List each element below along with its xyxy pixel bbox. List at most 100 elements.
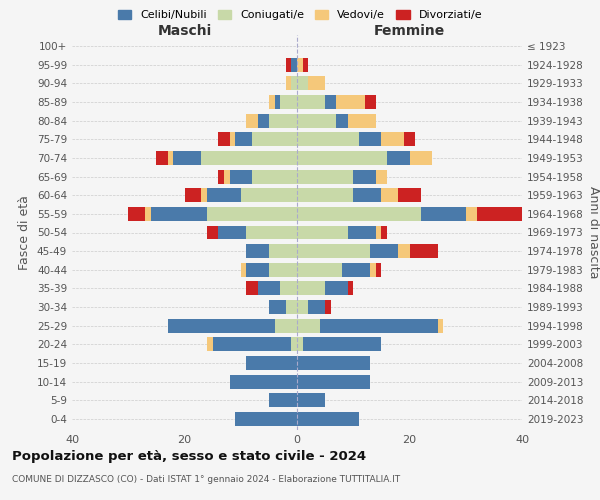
Bar [292,58,297,72]
Bar [280,95,297,109]
Bar [387,151,409,165]
Bar [370,244,398,258]
Bar [247,282,257,296]
Bar [247,263,269,277]
Bar [297,226,347,239]
Bar [353,170,376,183]
Bar [297,58,302,72]
Bar [269,393,297,407]
Bar [421,207,466,221]
Bar [286,300,297,314]
Bar [202,151,297,165]
Bar [241,263,247,277]
Bar [297,132,359,146]
Bar [297,170,353,183]
Bar [128,207,145,221]
Bar [382,188,398,202]
Bar [382,226,387,239]
Bar [151,207,207,221]
Bar [297,412,359,426]
Bar [297,282,325,296]
Bar [325,95,337,109]
Bar [202,188,207,202]
Bar [409,244,437,258]
Y-axis label: Fasce di età: Fasce di età [19,195,31,270]
Bar [302,58,308,72]
Bar [292,338,297,351]
Bar [207,226,218,239]
Bar [247,244,269,258]
Bar [297,338,302,351]
Bar [241,188,297,202]
Bar [207,207,297,221]
Bar [477,207,533,221]
Bar [376,226,382,239]
Bar [297,393,325,407]
Bar [398,244,409,258]
Bar [218,170,224,183]
Bar [466,207,477,221]
Bar [167,151,173,165]
Bar [382,132,404,146]
Bar [347,114,376,128]
Text: Popolazione per età, sesso e stato civile - 2024: Popolazione per età, sesso e stato civil… [12,450,366,463]
Bar [145,207,151,221]
Bar [337,114,347,128]
Bar [376,170,387,183]
Bar [297,300,308,314]
Bar [297,356,370,370]
Bar [292,76,297,90]
Bar [347,282,353,296]
Bar [325,300,331,314]
Bar [297,76,308,90]
Bar [157,151,167,165]
Bar [167,318,275,332]
Bar [252,170,297,183]
Bar [347,226,376,239]
Bar [325,282,347,296]
Bar [235,132,252,146]
Bar [207,338,212,351]
Bar [269,95,275,109]
Bar [269,244,297,258]
Bar [337,95,365,109]
Text: COMUNE DI DIZZASCO (CO) - Dati ISTAT 1° gennaio 2024 - Elaborazione TUTTITALIA.I: COMUNE DI DIZZASCO (CO) - Dati ISTAT 1° … [12,475,400,484]
Bar [409,151,432,165]
Bar [252,132,297,146]
Legend: Celibi/Nubili, Coniugati/e, Vedovi/e, Divorziati/e: Celibi/Nubili, Coniugati/e, Vedovi/e, Di… [113,6,487,25]
Text: Femmine: Femmine [374,24,445,38]
Bar [370,263,376,277]
Bar [173,151,202,165]
Bar [269,300,286,314]
Bar [342,263,370,277]
Bar [212,338,292,351]
Bar [297,151,387,165]
Bar [247,226,297,239]
Bar [207,188,241,202]
Bar [297,207,421,221]
Bar [376,263,382,277]
Bar [437,318,443,332]
Bar [229,132,235,146]
Bar [398,188,421,202]
Bar [235,412,297,426]
Bar [297,263,342,277]
Bar [404,132,415,146]
Bar [302,338,382,351]
Bar [308,76,325,90]
Bar [280,282,297,296]
Bar [269,263,297,277]
Bar [247,114,257,128]
Bar [365,95,376,109]
Bar [218,226,247,239]
Bar [320,318,437,332]
Bar [308,300,325,314]
Y-axis label: Anni di nascita: Anni di nascita [587,186,600,279]
Bar [286,58,292,72]
Bar [269,114,297,128]
Bar [297,95,325,109]
Bar [297,374,370,388]
Bar [218,132,229,146]
Bar [353,188,382,202]
Bar [297,114,337,128]
